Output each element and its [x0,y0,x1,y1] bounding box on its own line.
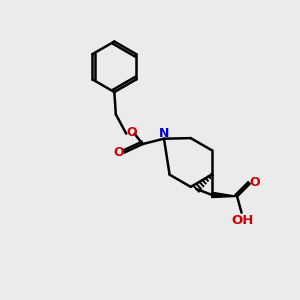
Text: N: N [159,127,169,140]
Text: O: O [113,146,124,159]
Text: O: O [250,176,260,189]
Text: O: O [126,126,137,139]
Polygon shape [212,192,237,198]
Text: OH: OH [232,214,254,226]
